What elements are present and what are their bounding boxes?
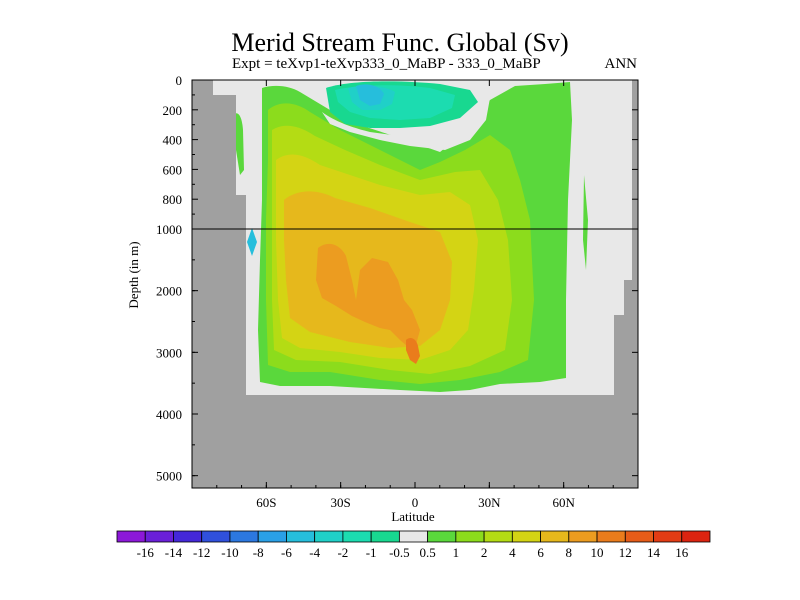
colorbar-swatch bbox=[540, 530, 570, 543]
colorbar-label: -6 bbox=[281, 545, 292, 560]
colorbar-swatch bbox=[483, 530, 513, 543]
colorbar-swatch bbox=[286, 530, 316, 543]
colorbar: -16 -14 -12 -10 -8 -6 -4 -2 -1 -0.5 0.5 1 2 4 6 8 10 12 14… bbox=[116, 530, 711, 560]
colorbar-label: 0.5 bbox=[419, 545, 435, 560]
contour-level-12 bbox=[406, 338, 420, 364]
colorbar-swatch bbox=[427, 530, 457, 543]
colorbar-swatch bbox=[653, 530, 683, 543]
y-tick-label: 1000 bbox=[156, 222, 182, 237]
x-tick-label: 30N bbox=[478, 495, 501, 510]
colorbar-swatch bbox=[370, 530, 400, 543]
y-tick-label: 3000 bbox=[156, 345, 182, 360]
colorbar-swatch bbox=[342, 530, 372, 543]
colorbar-label: -14 bbox=[165, 545, 183, 560]
chart-title: Merid Stream Func. Global (Sv) bbox=[231, 28, 569, 57]
x-tick-label: 60S bbox=[256, 495, 276, 510]
y-tick-label: 600 bbox=[163, 162, 183, 177]
colorbar-swatch bbox=[314, 530, 344, 543]
colorbar-swatch bbox=[144, 530, 174, 543]
contour-fills bbox=[258, 82, 572, 392]
x-tick-label: 60N bbox=[552, 495, 575, 510]
colorbar-label: -1 bbox=[366, 545, 377, 560]
colorbar-swatch bbox=[201, 530, 231, 543]
colorbar-swatch bbox=[229, 530, 259, 543]
colorbar-label: 10 bbox=[591, 545, 604, 560]
y-tick-label: 200 bbox=[163, 103, 183, 118]
y-tick-label: 5000 bbox=[156, 469, 182, 484]
land-mask bbox=[192, 80, 638, 488]
colorbar-swatch bbox=[116, 530, 146, 543]
y-tick-label: 400 bbox=[163, 133, 183, 148]
y-tick-label: 0 bbox=[176, 73, 183, 88]
colorbar-label: 1 bbox=[453, 545, 460, 560]
y-tick-label: 2000 bbox=[156, 284, 182, 299]
colorbar-swatch bbox=[173, 530, 203, 543]
x-axis-label: Latitude bbox=[391, 509, 435, 524]
y-axis-label: Depth (in m) bbox=[126, 241, 141, 308]
season-label: ANN bbox=[604, 56, 638, 72]
colorbar-swatch bbox=[624, 530, 654, 543]
colorbar-swatch bbox=[257, 530, 287, 543]
colorbar-label: -2 bbox=[337, 545, 348, 560]
colorbar-label: 16 bbox=[675, 545, 689, 560]
colorbar-label: -12 bbox=[193, 545, 210, 560]
colorbar-label: 4 bbox=[509, 545, 516, 560]
southern-blue-spot bbox=[247, 228, 257, 256]
colorbar-label: -8 bbox=[253, 545, 264, 560]
colorbar-label: -10 bbox=[221, 545, 238, 560]
colorbar-label: 14 bbox=[647, 545, 661, 560]
northern-green-strip bbox=[583, 175, 588, 270]
x-tick-label: 30S bbox=[331, 495, 351, 510]
colorbar-label: 6 bbox=[537, 545, 544, 560]
colorbar-swatch bbox=[398, 530, 429, 543]
x-tick-label: 0 bbox=[412, 495, 419, 510]
colorbar-swatch bbox=[568, 530, 598, 543]
colorbar-label: 12 bbox=[619, 545, 632, 560]
colorbar-swatch bbox=[455, 530, 485, 543]
colorbar-swatch bbox=[511, 530, 541, 543]
colorbar-label: -4 bbox=[309, 545, 320, 560]
colorbar-swatch bbox=[681, 530, 711, 543]
contour-field bbox=[192, 80, 638, 488]
negative-cell bbox=[326, 81, 478, 128]
colorbar-swatch bbox=[596, 530, 626, 543]
colorbar-label: 8 bbox=[566, 545, 573, 560]
axes: 60S 30S 0 30N 60N 0 200 400 600 800 1000 2000 3000 40… bbox=[156, 73, 638, 510]
colorbar-label: -0.5 bbox=[389, 545, 410, 560]
colorbar-label: -16 bbox=[137, 545, 155, 560]
y-tick-label: 4000 bbox=[156, 407, 182, 422]
chart-subtitle: Expt = teXvp1-teXvp333_0_MaBP - 333_0_Ma… bbox=[232, 56, 541, 72]
colorbar-label: 2 bbox=[481, 545, 488, 560]
contour-level-10 bbox=[316, 243, 420, 352]
y-tick-label: 800 bbox=[163, 192, 183, 207]
